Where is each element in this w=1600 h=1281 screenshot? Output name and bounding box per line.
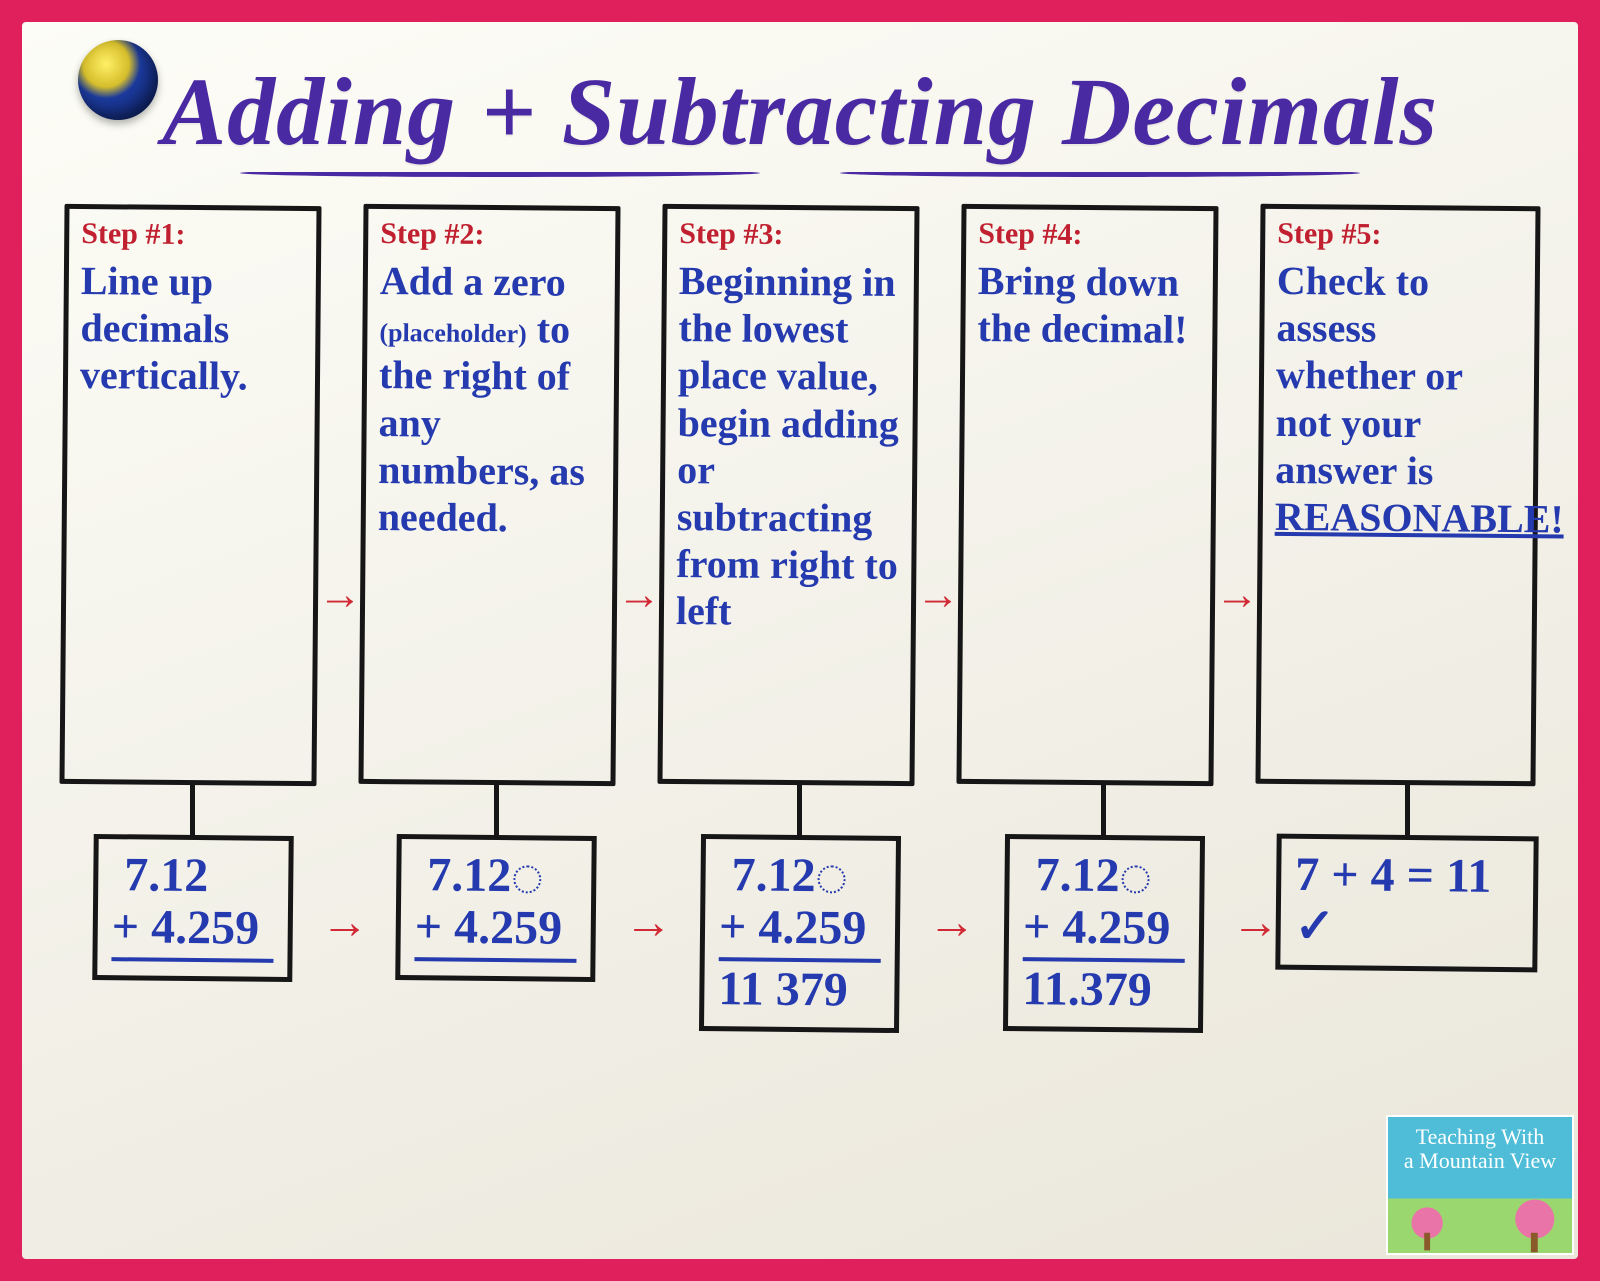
step-label: Step #2: [380,217,603,253]
step-text: Line up decimals vertically. [80,257,304,401]
example-box-2: 7.12 + 4.259 [366,835,628,981]
magnet-icon [78,40,158,120]
arrow-icon: → [627,835,669,950]
connectors-row [52,785,1548,835]
example-box-3: 7.12 + 4.259 11 379 [669,835,931,1032]
connector-line [366,785,628,835]
title-underline [52,169,1548,177]
connector-line [62,785,324,835]
examples-row: 7.12 + 4.259 → 7.12 + 4.259 → [52,835,1548,1032]
placeholder-zero-icon [817,865,845,893]
step-box-5: Step #5: Check to assess whether or not … [1255,204,1540,786]
example-box-1: 7.12 + 4.259 [62,835,324,981]
arrow-icon: → [931,835,973,950]
arrow-icon: → [1216,205,1258,785]
placeholder-zero-icon [514,865,542,893]
connector-line [973,785,1235,835]
arrow-icon: → [324,835,366,950]
step-box-2: Step #2: Add a zero (placeholder) to the… [358,204,620,786]
example-math: 7.12 + 4.259 11 379 [718,849,882,1016]
watermark-line2: a Mountain View [1404,1148,1556,1173]
step-text: Beginning in the lowest place value, beg… [676,257,902,636]
step-text: Add a zero (placeholder) to the right of… [378,257,603,542]
step-box-4: Step #4: Bring down the decimal! [956,204,1218,786]
example-box-4: 7.12 + 4.259 11.379 [973,835,1235,1032]
example-result: 11.379 [1022,957,1185,1017]
step-box-1: Step #1: Line up decimals vertically. [59,204,321,786]
example-result: 11 379 [718,957,881,1017]
step-text: Check to assess whether or not your answ… [1275,257,1523,542]
example-math: 7.12 + 4.259 [111,849,274,964]
example-math: 7.12 + 4.259 11.379 [1022,849,1186,1016]
step-label: Step #5: [1277,217,1523,253]
watermark-trees-icon [1388,1193,1572,1253]
outer-frame: Adding + Subtracting Decimals Step #1: L… [0,0,1600,1281]
step-label: Step #4: [978,217,1201,253]
step-box-3: Step #3: Beginning in the lowest place v… [657,204,919,786]
placeholder-zero-icon [1121,865,1149,893]
example-box-5: 7 + 4 = 11 ✓ [1276,835,1538,971]
source-watermark: Teaching With a Mountain View [1386,1115,1574,1255]
poster: Adding + Subtracting Decimals Step #1: L… [22,22,1578,1259]
watermark-line1: Teaching With [1416,1124,1545,1149]
arrow-icon: → [319,205,361,785]
step-label: Step #1: [81,217,304,253]
example-math: 7.12 + 4.259 [415,849,578,964]
arrow-icon: → [917,205,959,785]
arrow-icon: → [618,205,660,785]
step-label: Step #3: [679,217,902,253]
example-check: 7 + 4 = 11 ✓ [1295,849,1520,955]
poster-title: Adding + Subtracting Decimals [52,62,1548,163]
arrow-icon: → [1234,835,1276,950]
connector-line [669,785,931,835]
connector-line [1276,785,1538,835]
step-text: Bring down the decimal! [977,257,1201,353]
steps-row: Step #1: Line up decimals vertically. → … [52,205,1548,785]
